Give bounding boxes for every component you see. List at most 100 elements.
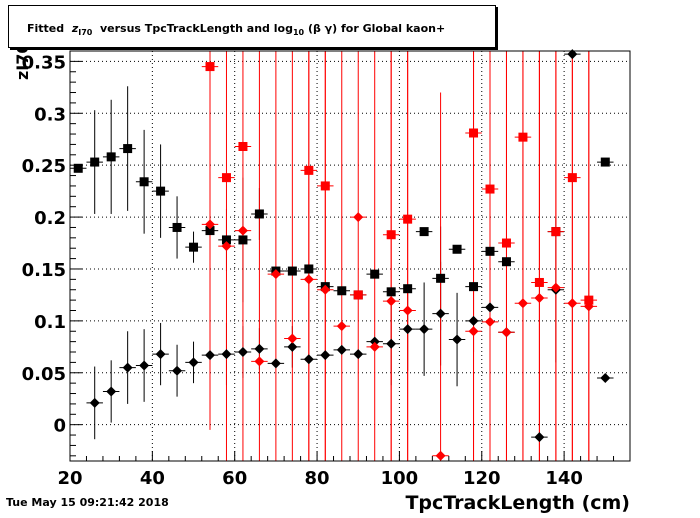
data-point-diamond — [353, 212, 364, 223]
data-point-square — [452, 244, 462, 254]
x-tick-label: 140 — [545, 468, 583, 489]
data-point-square — [304, 264, 314, 274]
x-axis-label: TpcTrackLength (cm) — [405, 492, 630, 514]
data-point-diamond — [353, 349, 364, 360]
data-point-diamond — [435, 450, 446, 461]
data-point-square — [123, 144, 133, 154]
data-point-square — [501, 257, 511, 267]
y-tick-label: 0 — [53, 416, 66, 437]
timestamp: Tue May 15 09:21:42 2018 — [6, 496, 169, 509]
data-point-diamond — [270, 358, 281, 369]
data-point-square — [238, 141, 248, 151]
data-point-square — [353, 290, 363, 300]
data-point-square — [189, 242, 199, 252]
data-point-diamond — [419, 324, 430, 335]
data-point-square — [205, 226, 215, 236]
data-point-square — [139, 177, 149, 187]
data-point-square — [221, 173, 231, 183]
data-point-diamond — [155, 349, 166, 360]
data-point-diamond — [386, 296, 397, 307]
chart-title-box: Fitted zI70 versus TpcTrackLength and lo… — [8, 5, 496, 48]
data-point-square — [485, 184, 495, 194]
data-point-square — [320, 181, 330, 191]
data-point-square — [600, 157, 610, 167]
data-point-diamond — [369, 341, 380, 352]
data-point-diamond — [452, 334, 463, 345]
data-point-diamond — [369, 336, 380, 347]
title-prefix: Fitted — [27, 22, 65, 35]
data-point-diamond — [205, 219, 215, 230]
data-point-diamond — [583, 301, 594, 312]
data-point-square — [551, 227, 561, 237]
data-point-diamond — [303, 274, 314, 285]
data-point-diamond — [221, 349, 232, 360]
data-point-diamond — [237, 347, 248, 358]
data-point-diamond — [336, 344, 347, 355]
data-point-diamond — [188, 357, 199, 368]
data-point-square — [386, 287, 396, 297]
data-point-square — [304, 165, 314, 175]
data-point-diamond — [550, 282, 561, 293]
data-point-diamond — [320, 284, 331, 295]
data-point-diamond — [254, 343, 265, 354]
data-point-diamond — [254, 356, 265, 367]
data-point-diamond — [402, 305, 413, 316]
data-point-square — [287, 266, 297, 276]
data-point-square — [205, 62, 215, 72]
x-tick-label: 100 — [381, 468, 419, 489]
data-point-diamond — [303, 354, 314, 365]
x-tick-label: 20 — [57, 468, 82, 489]
y-axis-label: zI70 — [13, 42, 32, 80]
y-tick-label: 0.25 — [22, 156, 66, 177]
chart-title: Fitted zI70 versus TpcTrackLength and lo… — [27, 22, 445, 37]
data-point-diamond — [336, 321, 347, 332]
data-point-diamond — [435, 308, 446, 319]
data-point-square — [403, 284, 413, 294]
data-point-diamond — [237, 225, 248, 236]
data-point-diamond — [534, 293, 545, 304]
data-point-square — [238, 235, 248, 245]
data-point-square — [469, 282, 479, 292]
data-point-diamond — [270, 269, 281, 280]
data-point-diamond — [567, 298, 578, 309]
data-point-square — [485, 246, 495, 256]
data-point-diamond — [485, 316, 495, 327]
data-point-diamond — [501, 327, 512, 338]
y-tick-label: 0.1 — [34, 312, 66, 333]
data-point-diamond — [386, 338, 397, 349]
data-point-diamond — [567, 49, 578, 60]
data-point-diamond — [139, 360, 150, 371]
data-point-square — [370, 269, 380, 279]
data-point-diamond — [205, 350, 215, 361]
data-point-square — [156, 186, 166, 196]
data-point-diamond — [402, 324, 413, 335]
data-point-diamond — [122, 362, 133, 373]
x-tick-label: 40 — [140, 468, 165, 489]
data-point-diamond — [320, 350, 331, 361]
y-tick-label: 0.3 — [34, 104, 66, 125]
title-log-sub: 10 — [292, 28, 305, 38]
data-point-diamond — [468, 315, 479, 326]
x-tick-label: 80 — [305, 468, 330, 489]
data-point-square — [403, 214, 413, 224]
y-tick-label: 0.35 — [22, 52, 66, 73]
y-tick-label: 0.05 — [22, 364, 66, 385]
data-point-square — [469, 128, 479, 138]
x-tick-label: 60 — [222, 468, 247, 489]
data-point-diamond — [485, 302, 495, 313]
data-point-square — [501, 238, 511, 248]
data-point-diamond — [221, 241, 232, 252]
data-point-square — [419, 227, 429, 237]
data-point-square — [337, 286, 347, 296]
data-point-diamond — [517, 298, 528, 309]
y-tick-label: 0.2 — [34, 208, 66, 229]
data-point-square — [106, 152, 116, 162]
data-point-diamond — [106, 386, 117, 397]
data-point-diamond — [89, 397, 100, 408]
title-z-sub: I70 — [78, 28, 93, 38]
plot-area — [70, 51, 630, 461]
data-point-square — [254, 209, 264, 219]
data-point-square — [567, 173, 577, 183]
